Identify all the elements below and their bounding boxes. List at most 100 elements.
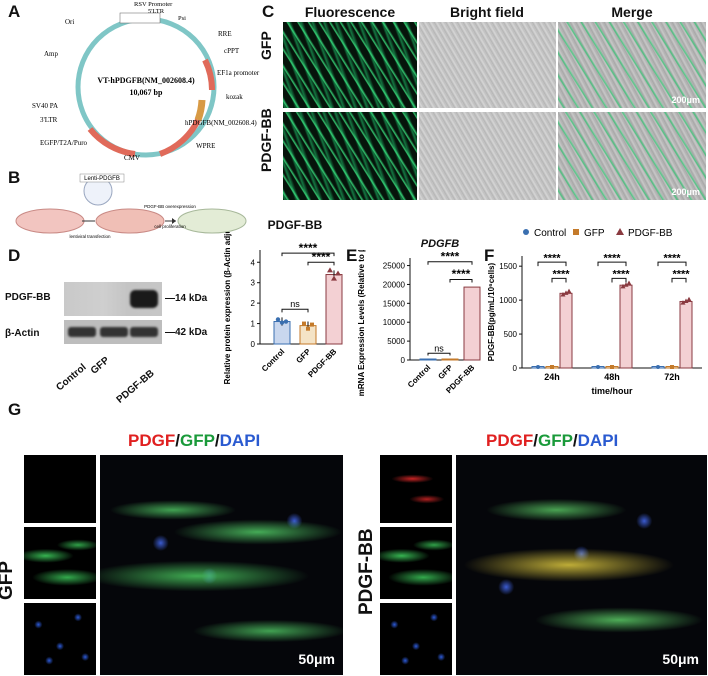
panel-label-f: F [484, 246, 495, 265]
sig-label-mid: **** [452, 267, 471, 281]
feature-egfp: EGFP/T2A/Puro [40, 139, 88, 147]
bar [419, 358, 437, 361]
y-tick-label: 25000 [383, 262, 406, 271]
feature-sv40: SV40 PA [32, 102, 58, 110]
data-point [306, 326, 310, 331]
blot-kda-42: —42 kDa [165, 327, 208, 338]
plasmid-name: VT-hPDGFB(NM_002608.4) [97, 76, 195, 85]
g-gfp-dapi-channel [24, 603, 96, 675]
sig-label-inner: **** [672, 269, 690, 281]
legend-label: Control [534, 228, 566, 239]
sig-label-inner: **** [552, 269, 570, 281]
data-point [283, 319, 289, 324]
data-point [550, 365, 554, 369]
feature-cmv: CMV [124, 154, 140, 162]
image-gfp-merge: 200μm [558, 22, 706, 108]
g-row-label-gfp: GFP [0, 560, 17, 600]
g-gfp-gfp-channel [24, 527, 96, 599]
g-row-label-pdgfbb: PDGF-BB [356, 528, 377, 615]
legend-marker [573, 229, 579, 235]
panel-label-d: D [8, 246, 21, 265]
sig-label-outer: **** [441, 250, 460, 264]
y-tick-label: 0 [513, 364, 518, 373]
panel-g-title-right: PDGF/GFP/DAPI [486, 431, 619, 450]
y-tick-label: 4 [251, 258, 256, 267]
y-tick-label: 15000 [383, 299, 406, 308]
scale-label-g2: 50μm [662, 651, 699, 667]
feature-rre: RRE [218, 30, 232, 38]
panel-d-title: PDGF-BB [267, 218, 323, 232]
sig-bracket-outer [657, 261, 687, 267]
bar [325, 274, 343, 345]
g-gfp-pdgf-channel [24, 455, 96, 523]
y-tick-label: 10000 [383, 318, 406, 327]
row-label-gfp: GFP [258, 31, 274, 60]
y-axis-label: Relative protein expression (β-Actin adj… [223, 232, 232, 384]
sig-bracket-outer [427, 261, 473, 265]
sig-label-ns: ns [434, 343, 444, 353]
y-tick-label: 500 [504, 330, 518, 339]
image-pdgf-brightfield [419, 112, 556, 200]
y-tick-label: 1000 [499, 296, 517, 305]
panel-label-e: E [346, 246, 358, 265]
data-point [331, 275, 337, 281]
x-tick-label: 24h [544, 372, 560, 382]
panel-label-c: C [262, 2, 275, 21]
data-point [566, 288, 572, 294]
g-pdgf-merge: 50μm [456, 455, 707, 675]
bar [679, 300, 693, 369]
data-point [536, 365, 540, 369]
sig-label-inner: **** [612, 269, 630, 281]
sig-label-outer: **** [299, 241, 318, 255]
step2-label: PDGF-BB overexpression [144, 204, 196, 209]
col-header-merge: Merge [611, 4, 653, 20]
feature-5ltr: 5'LTR [148, 8, 165, 15]
x-tick-label: 72h [664, 372, 680, 382]
y-tick-label: 3 [251, 279, 256, 288]
bar [619, 284, 633, 369]
sig-bracket-outer [537, 261, 567, 267]
scale-label-g1: 50μm [298, 651, 335, 667]
x-tick-label: Control [260, 347, 286, 373]
y-axis-label: mRNA Expression Levels (Relative to β-Ac… [357, 250, 366, 396]
data-point [623, 282, 629, 287]
image-gfp-fluorescence [283, 22, 417, 108]
data-point [302, 321, 306, 326]
blot-pdgfbb [64, 282, 162, 316]
data-point [686, 296, 692, 302]
y-tick-label: 2 [251, 299, 256, 308]
x-axis-label: time/hour [591, 386, 632, 396]
sig-label-mid: **** [312, 250, 331, 264]
data-point [560, 292, 566, 297]
data-point [563, 290, 569, 295]
feature-hpdgfb: hPDGFB(NM_002608.4) [185, 119, 257, 127]
scale-label-c1: 200μm [671, 95, 700, 105]
blot-kda-14: —14 kDa [165, 293, 208, 304]
data-point [310, 322, 314, 327]
blot-label-pdgfbb: PDGF-BB [5, 292, 51, 303]
feature-psi: Psi [178, 15, 186, 22]
data-point [327, 267, 333, 273]
chart-f: Control GFP PDGF-BB 0 500 1000 1500 **** **** 24h… [487, 228, 702, 396]
tube-label: Lenti-PDGFB [84, 176, 120, 182]
bar [559, 292, 573, 369]
y-tick-label: 5000 [387, 337, 405, 346]
sig-bracket-inner [551, 277, 567, 283]
workflow-schematic: Lenti-PDGFB lentiviral transfection PDGF… [15, 173, 247, 239]
legend-marker [616, 228, 624, 235]
y-tick-label: 0 [401, 356, 406, 365]
plasmid-map: RSV Promoter 5'LTR Psi Ori RRE cPPT Amp … [32, 1, 260, 162]
data-point [683, 298, 689, 303]
sig-bracket-outer [281, 252, 335, 257]
bar [463, 286, 481, 361]
blot-lane-control: Control [54, 362, 89, 394]
image-gfp-brightfield [419, 22, 556, 108]
feature-ef1a: EF1a promoter [217, 69, 260, 77]
data-point [656, 365, 660, 369]
y-tick-label: 0 [251, 340, 256, 349]
data-point [610, 365, 614, 369]
blot-actin [64, 320, 162, 344]
feature-cppt: cPPT [224, 47, 240, 55]
panel-label-a: A [8, 2, 21, 21]
